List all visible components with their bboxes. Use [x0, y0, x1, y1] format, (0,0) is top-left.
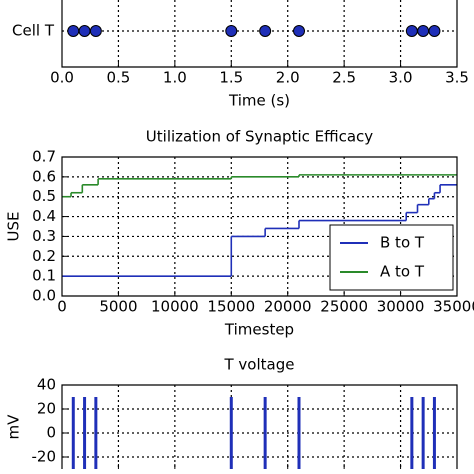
panel-title: Utilization of Synaptic Efficacy: [146, 128, 374, 146]
x-tick-label: 1.0: [163, 69, 187, 87]
axes-frame: [61, 0, 458, 68]
x-tick-label: 15000: [207, 298, 255, 316]
x-tick-label: 3.5: [445, 69, 469, 87]
y-tick-label: 40: [37, 376, 56, 394]
x-tick-label: 25000: [320, 298, 368, 316]
y-axis-label: mV: [5, 414, 23, 440]
spike-dot: [259, 25, 272, 37]
y-tick-label: 0.4: [32, 207, 56, 225]
x-tick-label: 0.5: [106, 69, 130, 87]
x-axis-label: Timestep: [224, 321, 294, 339]
x-tick-label: 0.0: [50, 69, 74, 87]
legend-label: B to T: [380, 234, 425, 252]
spike-dot: [225, 25, 238, 37]
y-tick-label: 0.2: [32, 247, 56, 265]
y-tick-label: 0.7: [32, 148, 56, 166]
y-tick-label: 20: [37, 400, 56, 418]
row-label: Cell T: [12, 22, 55, 40]
legend-box: [329, 224, 454, 291]
axes-frame: [61, 384, 458, 469]
y-tick-label: 0.1: [32, 267, 56, 285]
axes-frame: [61, 156, 458, 297]
y-tick-label: 0.5: [32, 187, 56, 205]
x-tick-label: 2.5: [332, 69, 356, 87]
x-tick-label: 20000: [264, 298, 312, 316]
spike-dot: [293, 25, 305, 37]
legend-label: A to T: [380, 263, 425, 281]
y-tick-label: 0.6: [32, 167, 56, 185]
y-tick-label: 0: [46, 424, 56, 442]
y-axis-label: USE: [5, 212, 23, 242]
x-tick-label: 5000: [99, 298, 137, 316]
spike-dot: [417, 25, 430, 37]
y-tick-label: 0.0: [32, 287, 56, 305]
y-tick-label: 0.3: [32, 227, 56, 245]
x-axis-label: Time (s): [228, 92, 290, 110]
x-tick-label: 30000: [377, 298, 425, 316]
spike-dot: [78, 25, 91, 37]
spike-dot: [428, 25, 441, 37]
x-tick-label: 1.5: [219, 69, 243, 87]
spike-dot: [405, 25, 418, 37]
x-tick-label: 2.0: [276, 69, 300, 87]
x-tick-label: 10000: [151, 298, 199, 316]
y-tick-label: -20: [32, 448, 57, 466]
spike-dot: [67, 25, 80, 37]
panel-title: T voltage: [224, 356, 295, 374]
x-tick-label: 3.0: [389, 69, 413, 87]
x-tick-label: 0: [57, 298, 67, 316]
spike-dot: [89, 25, 102, 37]
